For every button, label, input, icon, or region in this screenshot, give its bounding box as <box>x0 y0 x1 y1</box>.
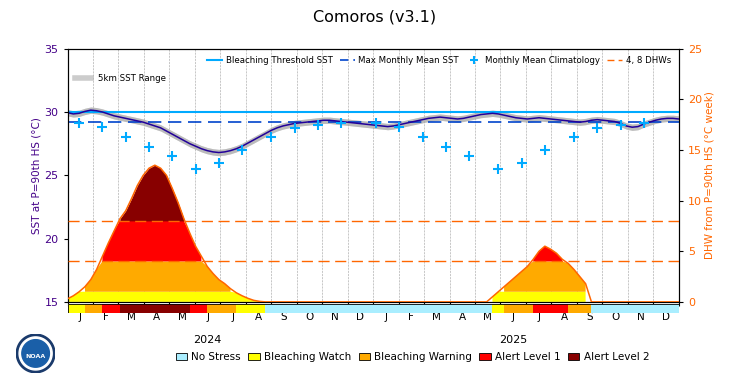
Text: J: J <box>79 312 82 322</box>
Polygon shape <box>16 334 55 373</box>
Text: D: D <box>356 312 364 322</box>
Text: A: A <box>560 312 568 322</box>
Text: M: M <box>178 312 187 322</box>
Text: A: A <box>459 312 466 322</box>
Text: J: J <box>206 312 209 322</box>
Text: N: N <box>637 312 644 322</box>
Text: M: M <box>127 312 136 322</box>
Text: 2025: 2025 <box>499 335 527 345</box>
Text: N: N <box>331 312 339 322</box>
Text: A: A <box>255 312 262 322</box>
Text: F: F <box>103 312 109 322</box>
Text: J: J <box>232 312 235 322</box>
Y-axis label: DHW from P=90th HS (°C week): DHW from P=90th HS (°C week) <box>705 92 715 259</box>
Text: S: S <box>280 312 287 322</box>
Polygon shape <box>22 340 50 367</box>
Text: J: J <box>512 312 515 322</box>
Text: J: J <box>384 312 387 322</box>
Text: NOAA: NOAA <box>26 354 46 359</box>
Y-axis label: SST at P=90th HS (°C): SST at P=90th HS (°C) <box>32 117 41 234</box>
Text: A: A <box>153 312 160 322</box>
Text: 2024: 2024 <box>194 335 222 345</box>
Polygon shape <box>19 337 53 370</box>
Text: Comoros (v3.1): Comoros (v3.1) <box>314 9 436 24</box>
Legend: 5km SST Range: 5km SST Range <box>72 71 169 87</box>
Text: M: M <box>432 312 441 322</box>
Text: D: D <box>662 312 670 322</box>
Text: S: S <box>586 312 593 322</box>
Text: O: O <box>611 312 620 322</box>
Text: J: J <box>537 312 540 322</box>
Text: M: M <box>483 312 492 322</box>
Text: O: O <box>305 312 314 322</box>
Text: F: F <box>409 312 414 322</box>
Legend: No Stress, Bleaching Watch, Bleaching Warning, Alert Level 1, Alert Level 2: No Stress, Bleaching Watch, Bleaching Wa… <box>172 348 653 366</box>
